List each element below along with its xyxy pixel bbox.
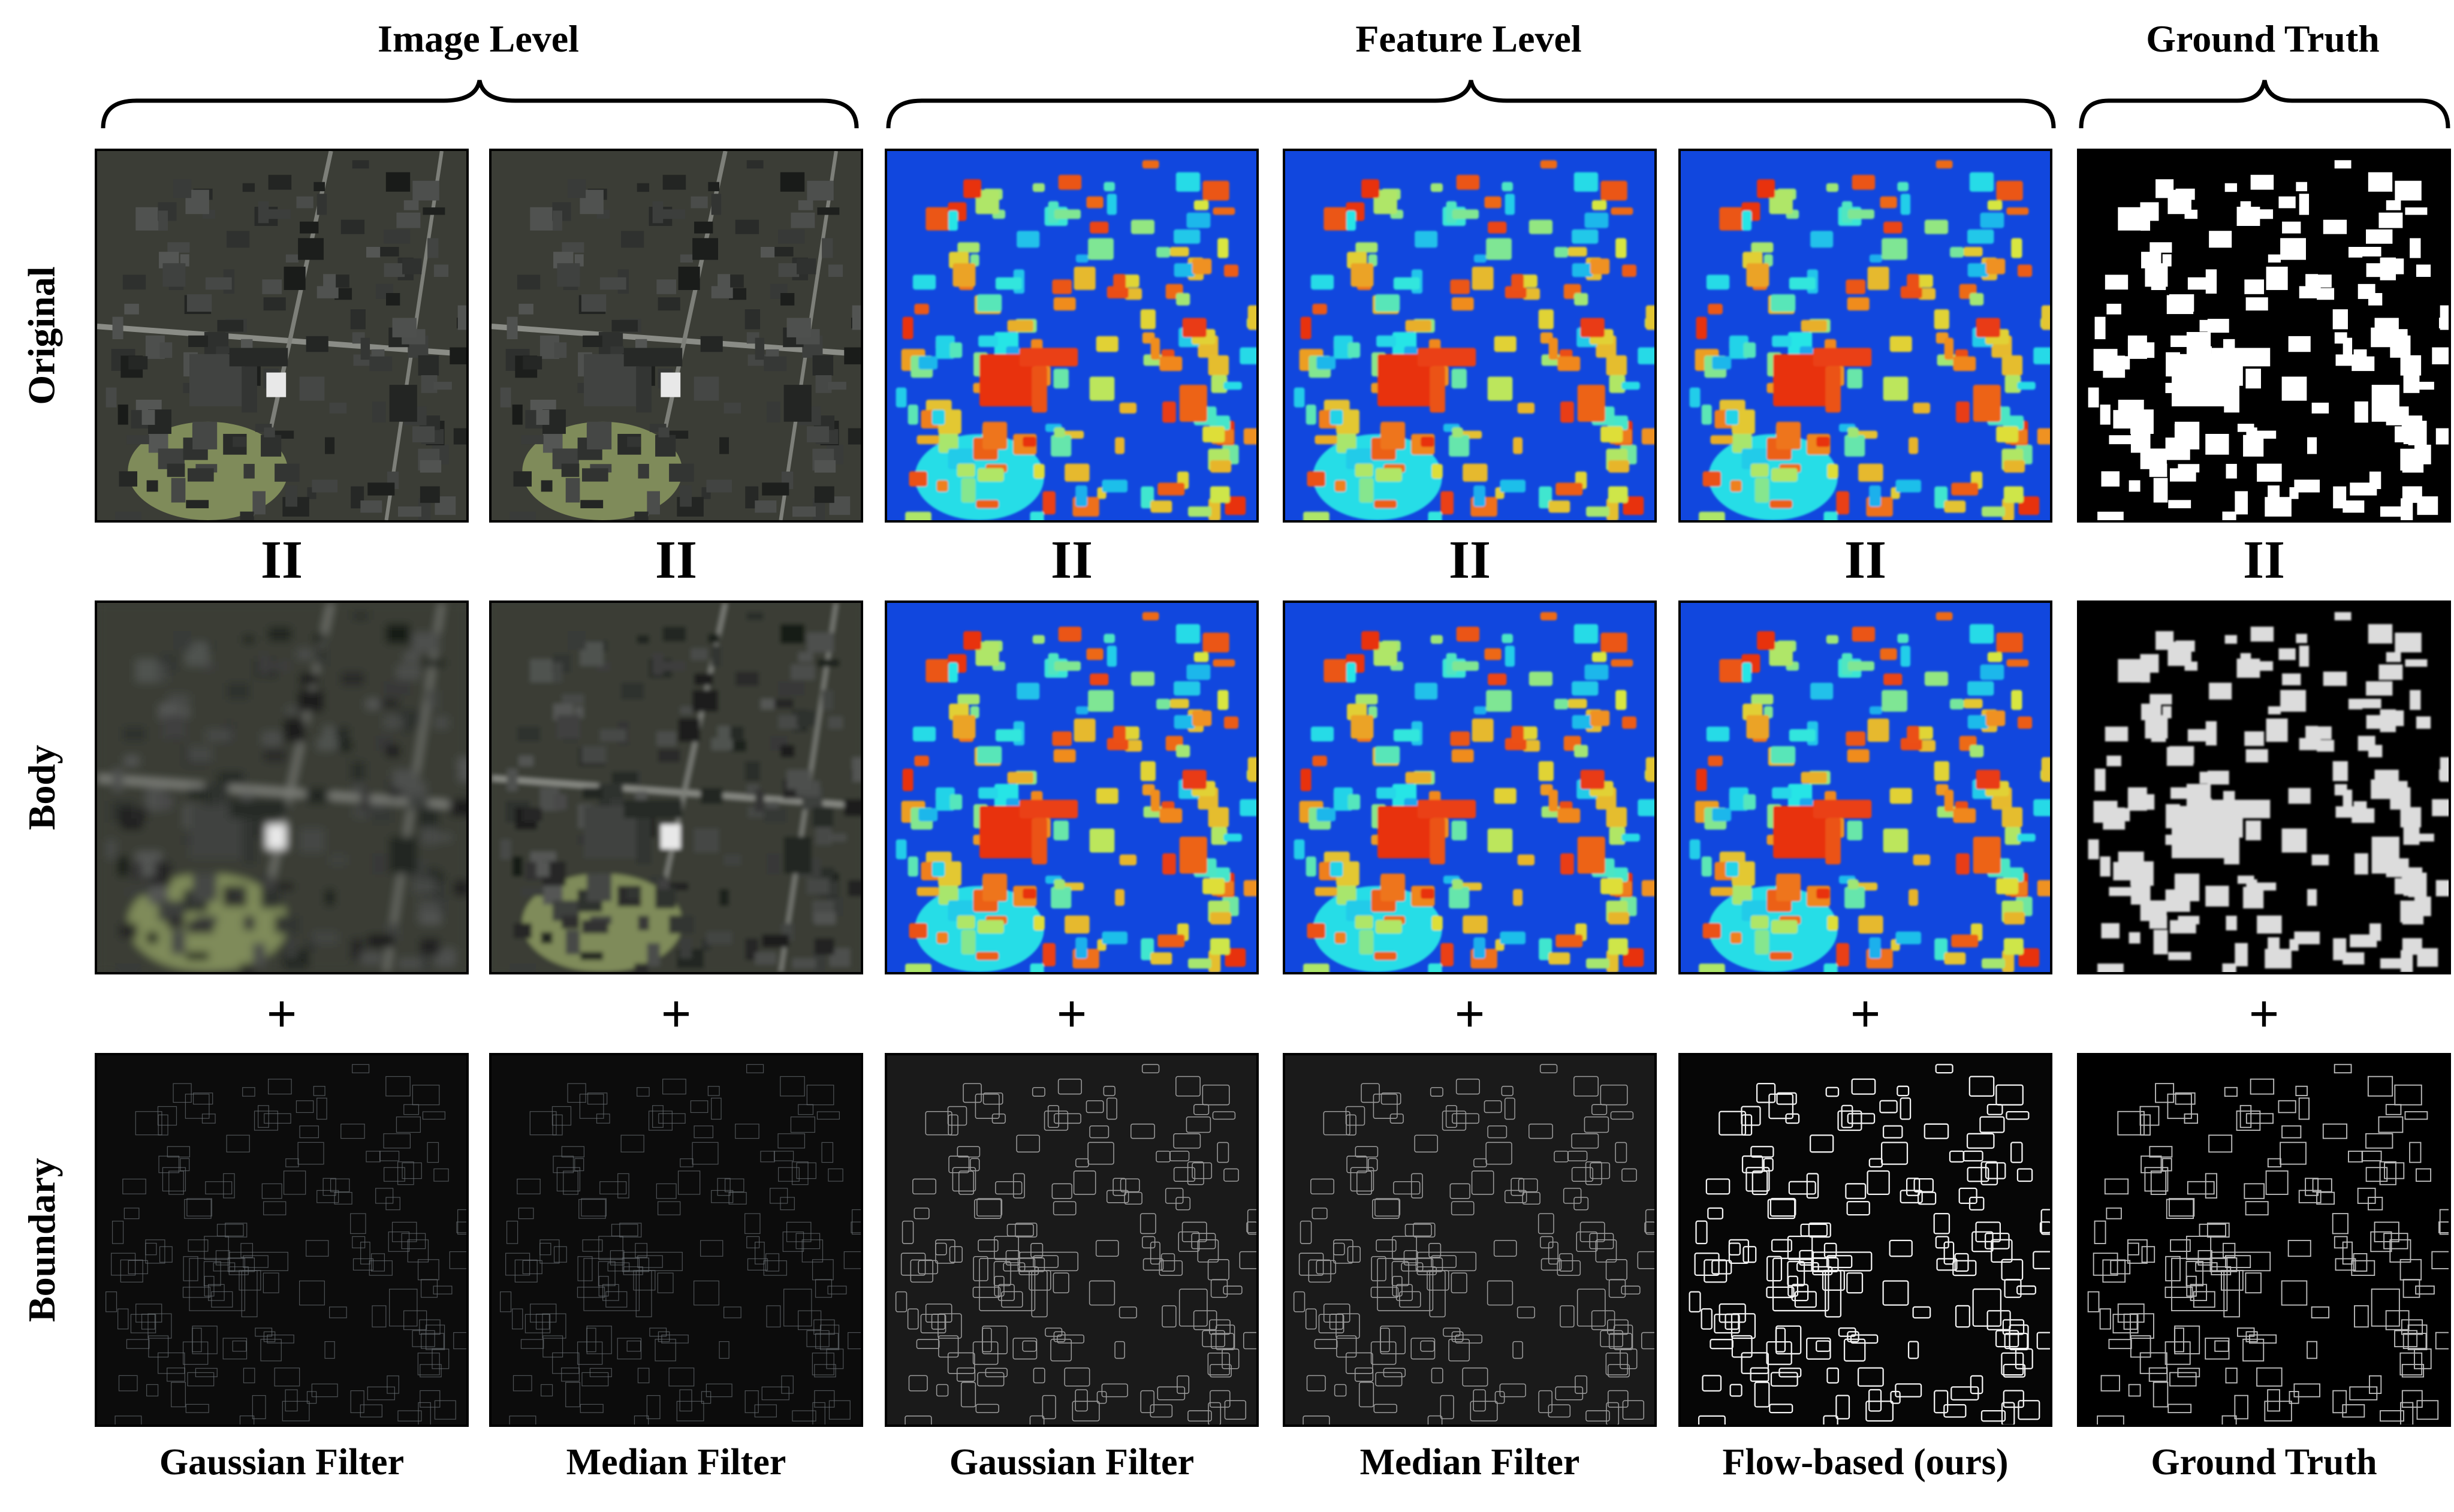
- operator-plus-median-image: +: [661, 985, 692, 1044]
- group-title-ground-truth: Ground Truth: [2146, 17, 2380, 60]
- image-original-gaussian-image: [97, 151, 466, 520]
- panel-original-gaussian-feature: [885, 149, 1259, 523]
- operator-plus-flow-feature: +: [1850, 985, 1881, 1044]
- image-body-ground-truth: [2079, 603, 2449, 972]
- row-label-body-text: Body: [20, 744, 63, 831]
- operator-equals-ground-truth: II: [2242, 530, 2286, 590]
- panel-body-flow-feature: [1678, 600, 2052, 974]
- image-original-gaussian-feature: [887, 151, 1256, 520]
- panel-original-median-feature: [1283, 149, 1657, 523]
- panel-body-gaussian-feature: [885, 600, 1259, 974]
- row-label-body: Body: [18, 600, 66, 974]
- image-body-gaussian-image: [97, 603, 466, 972]
- image-body-flow-feature: [1681, 603, 2050, 972]
- operator-equals-gaussian-image: II: [260, 530, 303, 590]
- row-label-boundary: Boundary: [18, 1053, 66, 1427]
- image-boundary-flow-feature: [1681, 1055, 2050, 1425]
- group-title-feature-level: Feature Level: [1355, 17, 1582, 60]
- image-boundary-median-image: [492, 1055, 861, 1425]
- col-label-median-image: Median Filter: [566, 1442, 786, 1483]
- operator-plus-ground-truth: +: [2248, 985, 2280, 1044]
- panel-original-median-image: [489, 149, 863, 523]
- panel-boundary-gaussian-image: [95, 1053, 469, 1427]
- panel-boundary-median-image: [489, 1053, 863, 1427]
- image-original-ground-truth: [2079, 151, 2449, 520]
- image-body-median-feature: [1285, 603, 1654, 972]
- operator-equals-gaussian-feature: II: [1050, 530, 1093, 590]
- panel-body-median-image: [489, 600, 863, 974]
- brace-ground-truth: [2079, 80, 2450, 129]
- panel-body-median-feature: [1283, 600, 1657, 974]
- brace-feature-level: [886, 80, 2056, 129]
- image-body-median-image: [492, 603, 861, 972]
- panel-boundary-median-feature: [1283, 1053, 1657, 1427]
- row-label-original: Original: [18, 149, 66, 523]
- panel-original-flow-feature: [1678, 149, 2052, 523]
- panel-body-ground-truth: [2077, 600, 2451, 974]
- col-label-gaussian-feature: Gaussian Filter: [949, 1442, 1195, 1483]
- col-label-gaussian-image: Gaussian Filter: [159, 1442, 405, 1483]
- operator-plus-median-feature: +: [1454, 985, 1485, 1044]
- image-body-gaussian-feature: [887, 603, 1256, 972]
- operator-equals-median-image: II: [655, 530, 698, 590]
- image-original-median-feature: [1285, 151, 1654, 520]
- brace-image-level: [101, 80, 859, 129]
- col-label-median-feature: Median Filter: [1359, 1442, 1580, 1483]
- operator-plus-gaussian-feature: +: [1056, 985, 1087, 1044]
- panel-original-gaussian-image: [95, 149, 469, 523]
- image-boundary-ground-truth: [2079, 1055, 2449, 1425]
- image-original-flow-feature: [1681, 151, 2050, 520]
- panel-original-ground-truth: [2077, 149, 2451, 523]
- image-boundary-gaussian-image: [97, 1055, 466, 1425]
- col-label-ground-truth: Ground Truth: [2151, 1442, 2377, 1483]
- image-boundary-median-feature: [1285, 1055, 1654, 1425]
- row-label-boundary-text: Boundary: [20, 1158, 63, 1322]
- col-label-flow-feature: Flow-based (ours): [1722, 1442, 2009, 1483]
- image-original-median-image: [492, 151, 861, 520]
- row-label-original-text: Original: [20, 266, 63, 405]
- panel-boundary-gaussian-feature: [885, 1053, 1259, 1427]
- panel-body-gaussian-image: [95, 600, 469, 974]
- panel-boundary-ground-truth: [2077, 1053, 2451, 1427]
- operator-equals-median-feature: II: [1448, 530, 1491, 590]
- operator-plus-gaussian-image: +: [266, 985, 297, 1044]
- group-title-image-level: Image Level: [378, 17, 579, 60]
- operator-equals-flow-feature: II: [1844, 530, 1887, 590]
- panel-boundary-flow-feature: [1678, 1053, 2052, 1427]
- image-boundary-gaussian-feature: [887, 1055, 1256, 1425]
